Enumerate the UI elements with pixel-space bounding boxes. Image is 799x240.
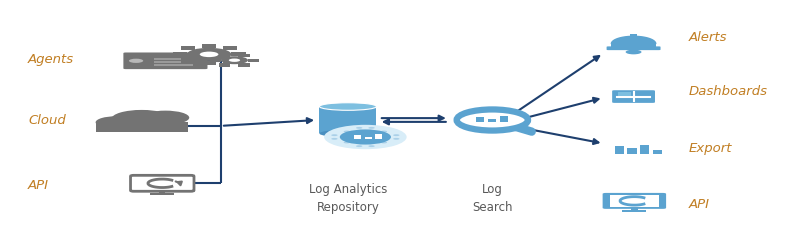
Circle shape [344,134,350,136]
Circle shape [381,134,388,136]
FancyBboxPatch shape [123,53,208,69]
FancyBboxPatch shape [606,46,661,50]
FancyBboxPatch shape [223,58,237,63]
FancyBboxPatch shape [610,195,659,207]
FancyBboxPatch shape [614,146,624,155]
Circle shape [356,145,363,147]
Text: Agents: Agents [28,53,74,66]
Circle shape [96,116,137,128]
Circle shape [368,131,375,132]
FancyBboxPatch shape [173,52,187,56]
Circle shape [356,131,363,132]
Text: API: API [28,179,50,192]
FancyBboxPatch shape [354,135,361,139]
FancyBboxPatch shape [631,208,638,211]
Text: Dashboards: Dashboards [689,85,768,98]
Circle shape [344,131,350,132]
FancyBboxPatch shape [500,116,508,122]
FancyBboxPatch shape [153,58,193,60]
Circle shape [229,59,240,62]
Text: Log Analytics
Repository: Log Analytics Repository [308,183,387,214]
FancyBboxPatch shape [630,34,637,37]
Ellipse shape [320,130,376,137]
Circle shape [393,138,400,140]
Polygon shape [611,36,656,44]
FancyBboxPatch shape [640,145,650,155]
Circle shape [381,131,388,132]
FancyBboxPatch shape [220,63,230,67]
FancyBboxPatch shape [248,59,259,62]
Circle shape [344,142,350,144]
FancyBboxPatch shape [612,90,655,103]
Circle shape [332,134,338,136]
FancyBboxPatch shape [488,119,496,122]
FancyBboxPatch shape [653,150,662,155]
Circle shape [381,138,388,140]
FancyBboxPatch shape [238,54,249,57]
Circle shape [368,142,375,144]
Circle shape [200,52,218,57]
Circle shape [340,129,391,144]
Circle shape [221,56,248,64]
FancyBboxPatch shape [96,122,188,132]
Circle shape [368,127,375,129]
FancyBboxPatch shape [150,193,174,195]
FancyBboxPatch shape [202,61,217,65]
FancyBboxPatch shape [627,148,637,155]
FancyBboxPatch shape [602,193,666,209]
FancyBboxPatch shape [618,92,631,96]
Circle shape [456,109,528,131]
Text: Alerts: Alerts [689,31,728,44]
Circle shape [381,142,388,144]
Circle shape [356,138,363,140]
Circle shape [129,59,143,63]
FancyBboxPatch shape [202,44,217,48]
Text: Cloud: Cloud [28,114,66,126]
Circle shape [356,142,363,144]
Circle shape [356,134,363,136]
Circle shape [324,125,407,149]
FancyBboxPatch shape [476,117,484,122]
FancyBboxPatch shape [220,54,230,57]
FancyBboxPatch shape [238,63,249,67]
Text: Log
Search: Log Search [472,183,513,214]
FancyBboxPatch shape [153,64,193,66]
FancyBboxPatch shape [375,134,382,139]
Circle shape [356,127,363,129]
Circle shape [368,134,375,136]
Circle shape [112,110,172,128]
Circle shape [626,50,642,54]
FancyBboxPatch shape [153,61,193,63]
FancyBboxPatch shape [181,58,196,63]
Text: Export: Export [689,142,733,155]
Circle shape [368,145,375,147]
FancyBboxPatch shape [130,175,194,191]
FancyBboxPatch shape [181,46,196,50]
Circle shape [109,120,150,132]
Circle shape [393,134,400,136]
FancyBboxPatch shape [231,52,245,56]
FancyBboxPatch shape [210,59,221,62]
Circle shape [344,138,350,140]
Circle shape [141,111,189,125]
FancyBboxPatch shape [364,137,372,139]
Ellipse shape [320,103,376,110]
Circle shape [187,48,231,61]
FancyBboxPatch shape [611,43,656,47]
FancyBboxPatch shape [223,46,237,50]
FancyBboxPatch shape [159,190,165,193]
Circle shape [368,138,375,140]
Circle shape [332,138,338,140]
FancyBboxPatch shape [320,107,376,133]
FancyBboxPatch shape [622,210,646,212]
Circle shape [135,118,180,131]
Text: API: API [689,198,710,211]
